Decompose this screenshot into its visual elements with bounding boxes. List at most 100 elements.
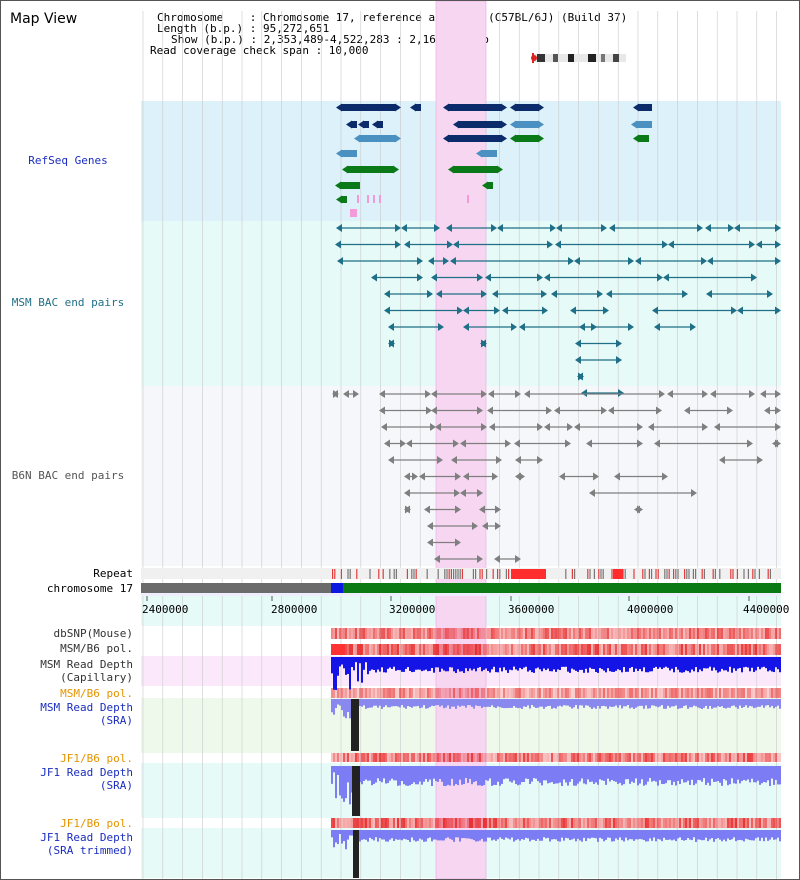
track-label-msm-b6-pol-2[interactable]: MSM/B6 pol. xyxy=(60,687,133,700)
msm-depth-capillary-bar xyxy=(555,657,557,672)
track-label-b6n-bac[interactable]: B6N BAC end pairs xyxy=(11,469,125,482)
jf1-depth-trimmed-bar xyxy=(423,830,425,842)
track-label-jf1-b6-pol-1[interactable]: JF1/B6 pol. xyxy=(60,752,133,765)
jf1-depth-sra-bar xyxy=(503,766,505,780)
msm-pol-2-density xyxy=(447,688,449,698)
bac-end xyxy=(460,439,466,448)
jf1-pol-density xyxy=(419,753,421,762)
track-label-msm-depth-capillary[interactable]: MSM Read Depth xyxy=(40,658,133,671)
jf1-pol-density xyxy=(477,753,479,762)
jf1-depth-trimmed-bar xyxy=(763,830,765,842)
gene-arrow xyxy=(358,120,364,129)
jf1-depth-trimmed-bar xyxy=(655,830,657,842)
msm-pol-2-density xyxy=(565,688,567,698)
track-label-jf1-depth-sra[interactable]: JF1 Read Depth xyxy=(40,766,133,779)
msm-depth-sra-bar xyxy=(627,699,629,706)
msm-depth-sra-bar xyxy=(463,699,465,706)
jf1-depth-sra-bar xyxy=(345,766,347,799)
msm-depth-sra-bar xyxy=(485,699,487,708)
msm-depth-capillary-bar xyxy=(453,657,455,672)
msm-depth-capillary-bar xyxy=(349,657,351,690)
msm-depth-sra-bar xyxy=(539,699,541,707)
msm-pol-2-density xyxy=(603,688,605,698)
jf1-pol-density xyxy=(685,753,687,762)
dbsnp-density xyxy=(499,628,501,639)
dbsnp-density xyxy=(643,628,645,639)
msm-depth-sra-bar xyxy=(755,699,757,708)
jf1-pol-2-density xyxy=(445,818,447,828)
msm-pol-density xyxy=(765,644,767,655)
jf1-depth-sra-bar xyxy=(395,766,397,781)
jf1-pol-density xyxy=(617,753,619,762)
track-label-msm-b6-pol-1[interactable]: MSM/B6 pol. xyxy=(60,642,133,655)
msm-depth-capillary-bar xyxy=(743,657,745,668)
msm-pol-density xyxy=(723,644,725,655)
msm-depth-sra-bar xyxy=(703,699,705,708)
msm-depth-capillary-bar xyxy=(613,657,615,672)
gene-feature xyxy=(448,135,501,142)
track-label-chromosome[interactable]: chromosome 17 xyxy=(46,582,133,595)
msm-depth-capillary-bar xyxy=(473,657,475,669)
track-label-jf1-depth-trimmed[interactable]: JF1 Read Depth xyxy=(40,831,133,844)
jf1-pol-2-density xyxy=(379,818,381,828)
jf1-depth-trimmed-bar xyxy=(615,830,617,839)
msm-pol-2-density xyxy=(341,688,343,698)
jf1-depth-trimmed-bar xyxy=(559,830,561,842)
track-label-refseq[interactable]: RefSeq Genes xyxy=(28,154,108,167)
msm-pol-2-density xyxy=(525,688,527,698)
msm-depth-sra-bar xyxy=(581,699,583,706)
track-label-msm-bac[interactable]: MSM BAC end pairs xyxy=(11,296,125,309)
msm-pol-2-density xyxy=(757,688,759,698)
jf1-pol-density xyxy=(535,753,537,762)
msm-depth-capillary-bar xyxy=(429,657,431,671)
msm-pol-density xyxy=(703,644,705,655)
msm-pol-2-density xyxy=(617,688,619,698)
bac-end xyxy=(457,306,463,315)
msm-pol-density xyxy=(695,644,697,655)
jf1-depth-trimmed-bar xyxy=(519,830,521,841)
msm-depth-capillary-bar xyxy=(355,657,357,663)
track-label-jf1-depth-sra-sub: (SRA) xyxy=(99,779,133,792)
msm-pol-2-density xyxy=(395,688,397,698)
dbsnp-density xyxy=(433,628,435,639)
msm-depth-sra-bar xyxy=(699,699,701,709)
jf1-depth-sra-bar xyxy=(403,766,405,785)
msm-depth-capillary-bar xyxy=(457,657,459,670)
msm-pol-density xyxy=(533,644,535,655)
msm-depth-sra-bar xyxy=(337,699,339,705)
msm-depth-capillary-bar xyxy=(455,657,457,673)
jf1-pol-density xyxy=(579,753,581,762)
jf1-depth-sra-bar xyxy=(549,766,551,783)
repeat-element xyxy=(657,569,659,579)
jf1-pol-density xyxy=(335,753,337,762)
jf1-pol-density xyxy=(731,753,733,762)
bac-end xyxy=(589,489,595,497)
gene-feature xyxy=(515,104,538,111)
track-label-dbsnp[interactable]: dbSNP(Mouse) xyxy=(53,627,133,640)
msm-pol-2-density xyxy=(567,688,569,698)
jf1-pol-density xyxy=(361,753,363,762)
dbsnp-density xyxy=(421,628,423,639)
jf1-pol-2-density xyxy=(665,818,667,828)
msm-depth-sra-bar xyxy=(689,699,691,708)
msm-pol-density xyxy=(499,644,501,655)
msm-pol-2-density xyxy=(575,688,577,698)
msm-pol-2-density xyxy=(687,688,689,698)
msm-pol-2-density xyxy=(377,688,379,698)
msm-pol-2-density xyxy=(713,688,715,698)
jf1-depth-sra-bar xyxy=(367,766,369,781)
bac-end xyxy=(659,390,665,398)
dbsnp-density xyxy=(455,628,457,639)
jf1-depth-sra-bar xyxy=(751,766,753,779)
track-label-jf1-b6-pol-2[interactable]: JF1/B6 pol. xyxy=(60,817,133,830)
dbsnp-density xyxy=(425,628,427,639)
chromosome-info: Chromosome : Chromosome 17, reference as… xyxy=(150,12,627,56)
track-label-repeat[interactable]: Repeat xyxy=(93,567,133,580)
jf1-depth-trimmed-bar xyxy=(333,830,335,848)
msm-pol-2-density xyxy=(355,688,357,698)
msm-pol-2-density xyxy=(365,688,367,698)
track-label-msm-depth-sra[interactable]: MSM Read Depth xyxy=(40,701,133,714)
jf1-depth-trimmed-bar xyxy=(589,830,591,839)
msm-pol-density xyxy=(463,644,465,655)
